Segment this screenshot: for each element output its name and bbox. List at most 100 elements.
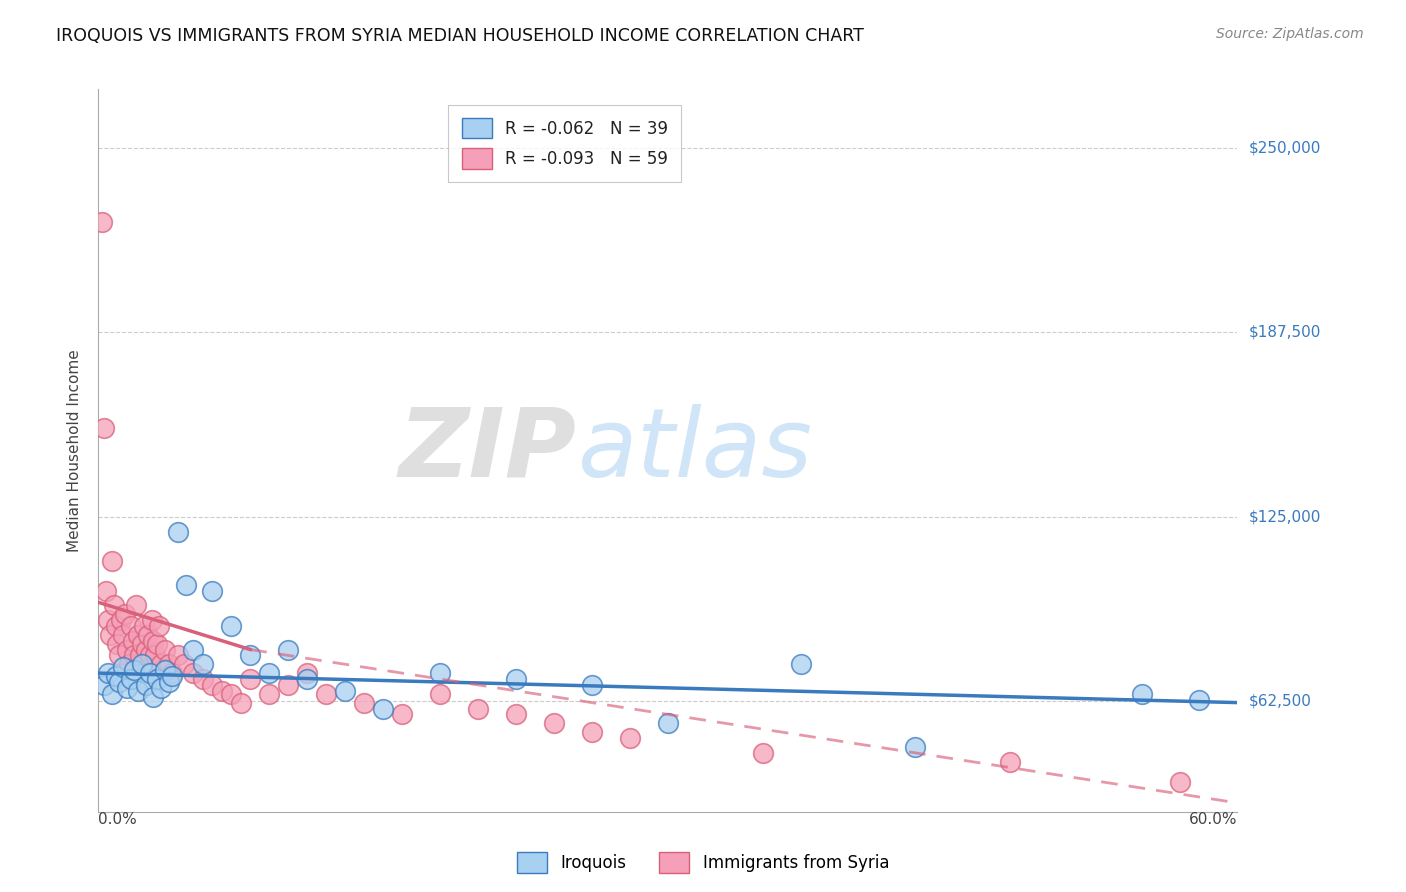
Point xyxy=(127,683,149,698)
Text: $125,000: $125,000 xyxy=(1249,509,1320,524)
Point xyxy=(201,678,224,692)
Point xyxy=(191,672,214,686)
Point xyxy=(138,666,160,681)
Text: $62,500: $62,500 xyxy=(1249,694,1312,708)
Text: Source: ZipAtlas.com: Source: ZipAtlas.com xyxy=(1216,27,1364,41)
Point xyxy=(297,672,319,686)
Text: atlas: atlas xyxy=(576,404,811,497)
Point xyxy=(146,672,169,686)
Point xyxy=(1170,775,1192,789)
Point xyxy=(148,619,170,633)
Point xyxy=(543,716,565,731)
Point xyxy=(125,599,148,613)
Point xyxy=(221,619,243,633)
Point xyxy=(429,666,451,681)
Point xyxy=(201,583,224,598)
Text: 0.0%: 0.0% xyxy=(98,812,138,827)
Point xyxy=(150,681,173,695)
Point xyxy=(135,678,157,692)
Point xyxy=(657,716,679,731)
Point xyxy=(277,678,299,692)
Point xyxy=(259,687,281,701)
Point xyxy=(97,613,120,627)
Point xyxy=(211,683,233,698)
Point xyxy=(429,687,451,701)
Point xyxy=(467,701,489,715)
Point xyxy=(145,648,167,663)
Point xyxy=(100,554,122,568)
Point xyxy=(1132,687,1154,701)
Text: ZIP: ZIP xyxy=(399,404,576,497)
Point xyxy=(104,619,127,633)
Point xyxy=(97,666,120,681)
Point xyxy=(904,739,927,754)
Point xyxy=(998,755,1021,769)
Point xyxy=(135,642,157,657)
Point xyxy=(505,707,527,722)
Point xyxy=(162,669,184,683)
Point xyxy=(157,657,180,672)
Point xyxy=(371,701,394,715)
Point xyxy=(108,675,131,690)
Point xyxy=(173,657,195,672)
Point xyxy=(124,648,146,663)
Point xyxy=(124,663,146,677)
Point xyxy=(146,637,169,651)
Point xyxy=(391,707,413,722)
Point xyxy=(174,577,197,591)
Point xyxy=(120,672,142,686)
Point xyxy=(335,683,357,698)
Point xyxy=(141,613,163,627)
Point xyxy=(103,599,125,613)
Point xyxy=(315,687,337,701)
Point xyxy=(239,672,262,686)
Point xyxy=(112,628,135,642)
Point xyxy=(790,657,813,672)
Point xyxy=(142,690,165,704)
Point xyxy=(153,642,176,657)
Point xyxy=(115,642,138,657)
Point xyxy=(221,687,243,701)
Point xyxy=(121,633,143,648)
Point xyxy=(353,696,375,710)
Point xyxy=(136,628,159,642)
Point xyxy=(183,642,205,657)
Point xyxy=(104,669,127,683)
Point xyxy=(115,681,138,695)
Point xyxy=(100,687,122,701)
Point xyxy=(150,657,173,672)
Point xyxy=(153,663,176,677)
Point xyxy=(1188,692,1211,706)
Point xyxy=(162,666,184,681)
Point xyxy=(297,666,319,681)
Point xyxy=(127,628,149,642)
Point xyxy=(131,657,153,672)
Point xyxy=(183,666,205,681)
Point xyxy=(259,666,281,681)
Legend: Iroquois, Immigrants from Syria: Iroquois, Immigrants from Syria xyxy=(510,846,896,880)
Text: 60.0%: 60.0% xyxy=(1189,812,1237,827)
Text: $250,000: $250,000 xyxy=(1249,141,1320,156)
Point xyxy=(114,607,136,621)
Point xyxy=(167,648,190,663)
Legend: R = -0.062   N = 39, R = -0.093   N = 59: R = -0.062 N = 39, R = -0.093 N = 59 xyxy=(449,104,682,182)
Text: $187,500: $187,500 xyxy=(1249,325,1320,340)
Point xyxy=(131,637,153,651)
Point xyxy=(108,648,131,663)
Point xyxy=(93,421,115,435)
Y-axis label: Median Household Income: Median Household Income xyxy=(67,349,83,552)
Point xyxy=(107,637,129,651)
Point xyxy=(110,613,132,627)
Point xyxy=(129,648,152,663)
Point xyxy=(239,648,262,663)
Point xyxy=(132,619,155,633)
Point xyxy=(94,583,117,598)
Text: IROQUOIS VS IMMIGRANTS FROM SYRIA MEDIAN HOUSEHOLD INCOME CORRELATION CHART: IROQUOIS VS IMMIGRANTS FROM SYRIA MEDIAN… xyxy=(56,27,865,45)
Point xyxy=(167,524,190,539)
Point xyxy=(752,746,775,760)
Point xyxy=(91,215,114,229)
Point xyxy=(118,657,141,672)
Point xyxy=(138,648,160,663)
Point xyxy=(120,619,142,633)
Point xyxy=(581,725,603,739)
